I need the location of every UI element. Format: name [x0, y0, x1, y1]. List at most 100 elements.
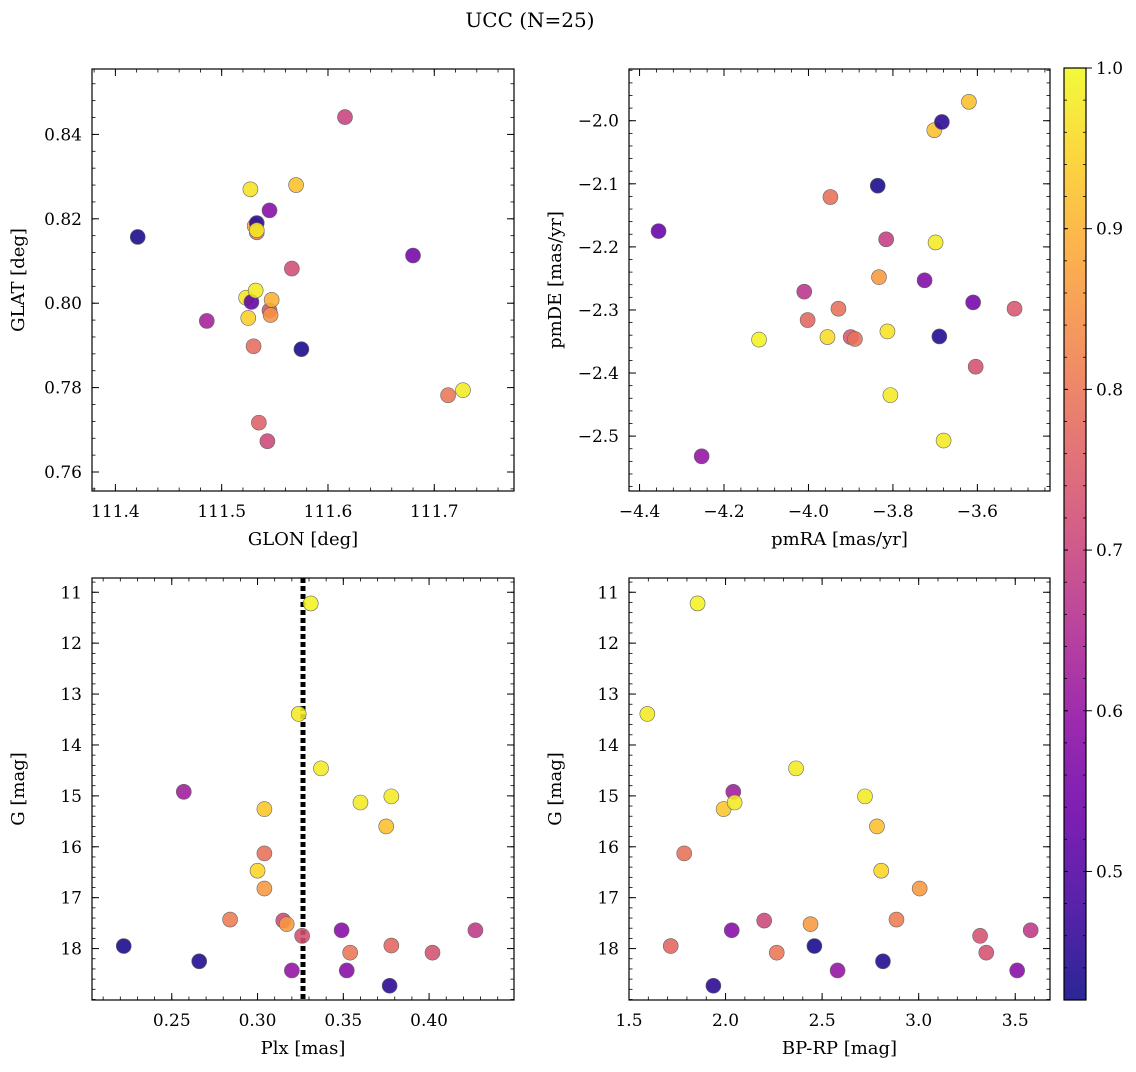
scatter-point: [972, 928, 988, 944]
scatter-point: [467, 922, 484, 939]
scatter-point: [383, 788, 400, 805]
y-tick-label: −2.5: [578, 427, 619, 447]
scatter-point: [875, 953, 891, 970]
scatter-point: [129, 229, 146, 245]
scatter-point: [705, 977, 722, 994]
scatter-point: [911, 880, 928, 897]
y-tick-label: 13: [60, 685, 82, 705]
y-tick-label: 16: [597, 838, 619, 858]
y-tick-label: −2.1: [578, 175, 619, 195]
scatter-point: [768, 944, 785, 961]
scatter-point: [284, 260, 300, 277]
x-tick-label: −3.6: [957, 502, 998, 522]
scatter-point: [242, 181, 259, 198]
y-tick-label: 14: [60, 736, 82, 756]
scatter-point: [191, 953, 208, 970]
scatter-point: [799, 312, 816, 328]
scatter-point: [405, 247, 421, 264]
colorbar-tick-label: 0.6: [1096, 702, 1123, 722]
panel-bprp-gmag: 1.5 2.0 2.5 3.0 3.5 11 12 13 14 15 16 17 18 BP-RP [ma…: [545, 577, 1051, 1059]
x-tick-label: 0.35: [324, 1011, 362, 1031]
colorbar-tick-label: 0.9: [1096, 220, 1123, 240]
colorbar-tick-label: 0.7: [1096, 541, 1123, 561]
y-tick-label: 15: [60, 787, 82, 807]
scatter-point: [440, 387, 456, 404]
scatter-point: [726, 794, 743, 811]
scatter-point: [256, 845, 273, 862]
colorbar-tick-label: 0.8: [1096, 380, 1123, 400]
scatter-point: [847, 331, 863, 347]
y-axis-label: G [mag]: [545, 752, 566, 825]
y-tick-label: 0.84: [44, 125, 82, 145]
x-tick-label: −4.0: [788, 502, 829, 522]
scatter-point: [278, 916, 295, 932]
scatter-point: [245, 338, 262, 355]
scatter-point: [1022, 922, 1039, 939]
x-tick-label: 2.5: [809, 1011, 836, 1031]
x-axis-label: BP-RP [mag]: [782, 1038, 897, 1059]
y-tick-label: 0.80: [44, 294, 82, 314]
scatter-point: [247, 282, 264, 299]
scatter-point: [639, 706, 656, 722]
x-tick-label: −4.4: [619, 502, 660, 522]
panel-plx-gmag: 0.25 0.30 0.35 0.40 11 12 13 14 15 16 17 18 Plx [mas…: [8, 577, 515, 1059]
scatter-point: [259, 433, 276, 450]
scatter-point: [1009, 962, 1025, 979]
y-tick-label: 11: [597, 583, 619, 603]
scatter-point: [967, 358, 984, 375]
scatter-point: [251, 414, 267, 431]
y-axis-label: GLAT [deg]: [8, 228, 29, 332]
y-tick-label: 17: [60, 889, 82, 909]
x-tick-label: −3.8: [872, 502, 913, 522]
x-axis-label: Plx [mas]: [261, 1038, 346, 1059]
y-tick-label: 15: [597, 787, 619, 807]
scatter-point: [676, 845, 693, 862]
scatter-point: [806, 938, 823, 954]
scatter-point: [115, 938, 132, 954]
x-tick-label: 111.7: [410, 502, 459, 522]
scatter-point: [662, 938, 679, 954]
y-tick-label: 18: [597, 940, 619, 960]
scatter-point: [249, 862, 266, 879]
y-tick-label: −2.2: [578, 238, 619, 258]
y-tick-label: 0.82: [44, 210, 82, 230]
axes-frame: [628, 68, 1051, 492]
x-axis-label: pmRA [mas/yr]: [771, 529, 908, 550]
scatter-point: [240, 310, 257, 326]
y-tick-label: 13: [597, 685, 619, 705]
x-tick-label: 1.5: [615, 1011, 642, 1031]
y-tick-label: −2.0: [578, 112, 619, 132]
y-tick-label: 11: [60, 583, 82, 603]
scatter-point: [293, 341, 310, 358]
y-tick-label: 16: [60, 838, 82, 858]
y-tick-label: 0.78: [44, 379, 82, 399]
scatter-point: [882, 387, 899, 403]
colorbar: 0.5 0.6 0.7 0.8 0.9 1.0: [1063, 59, 1123, 1001]
scatter-point: [342, 944, 358, 961]
scatter-point: [934, 114, 950, 130]
scatter-point: [199, 313, 215, 329]
scatter-point: [916, 272, 933, 289]
scatter-point: [338, 962, 355, 979]
scatter-point: [857, 788, 873, 805]
scatter-point: [263, 292, 280, 308]
x-tick-label: 0.30: [239, 1011, 277, 1031]
scatter-point: [869, 818, 885, 835]
scatter-point: [822, 189, 839, 205]
y-tick-label: 0.76: [44, 463, 82, 483]
y-tick-label: 18: [60, 940, 82, 960]
scatter-point: [288, 177, 304, 193]
scatter-point: [424, 944, 441, 961]
x-tick-label: 2.0: [712, 1011, 739, 1031]
x-tick-label: 111.5: [197, 502, 246, 522]
scatter-point: [352, 794, 369, 811]
scatter-point: [256, 880, 273, 897]
scatter-point: [222, 911, 238, 928]
scatter-point: [873, 862, 890, 879]
scatter-point: [381, 977, 398, 994]
scatter-point: [693, 448, 710, 465]
scatter-point: [455, 382, 471, 398]
scatter-point: [248, 222, 265, 239]
y-axis-label: pmDE [mas/yr]: [545, 211, 566, 349]
